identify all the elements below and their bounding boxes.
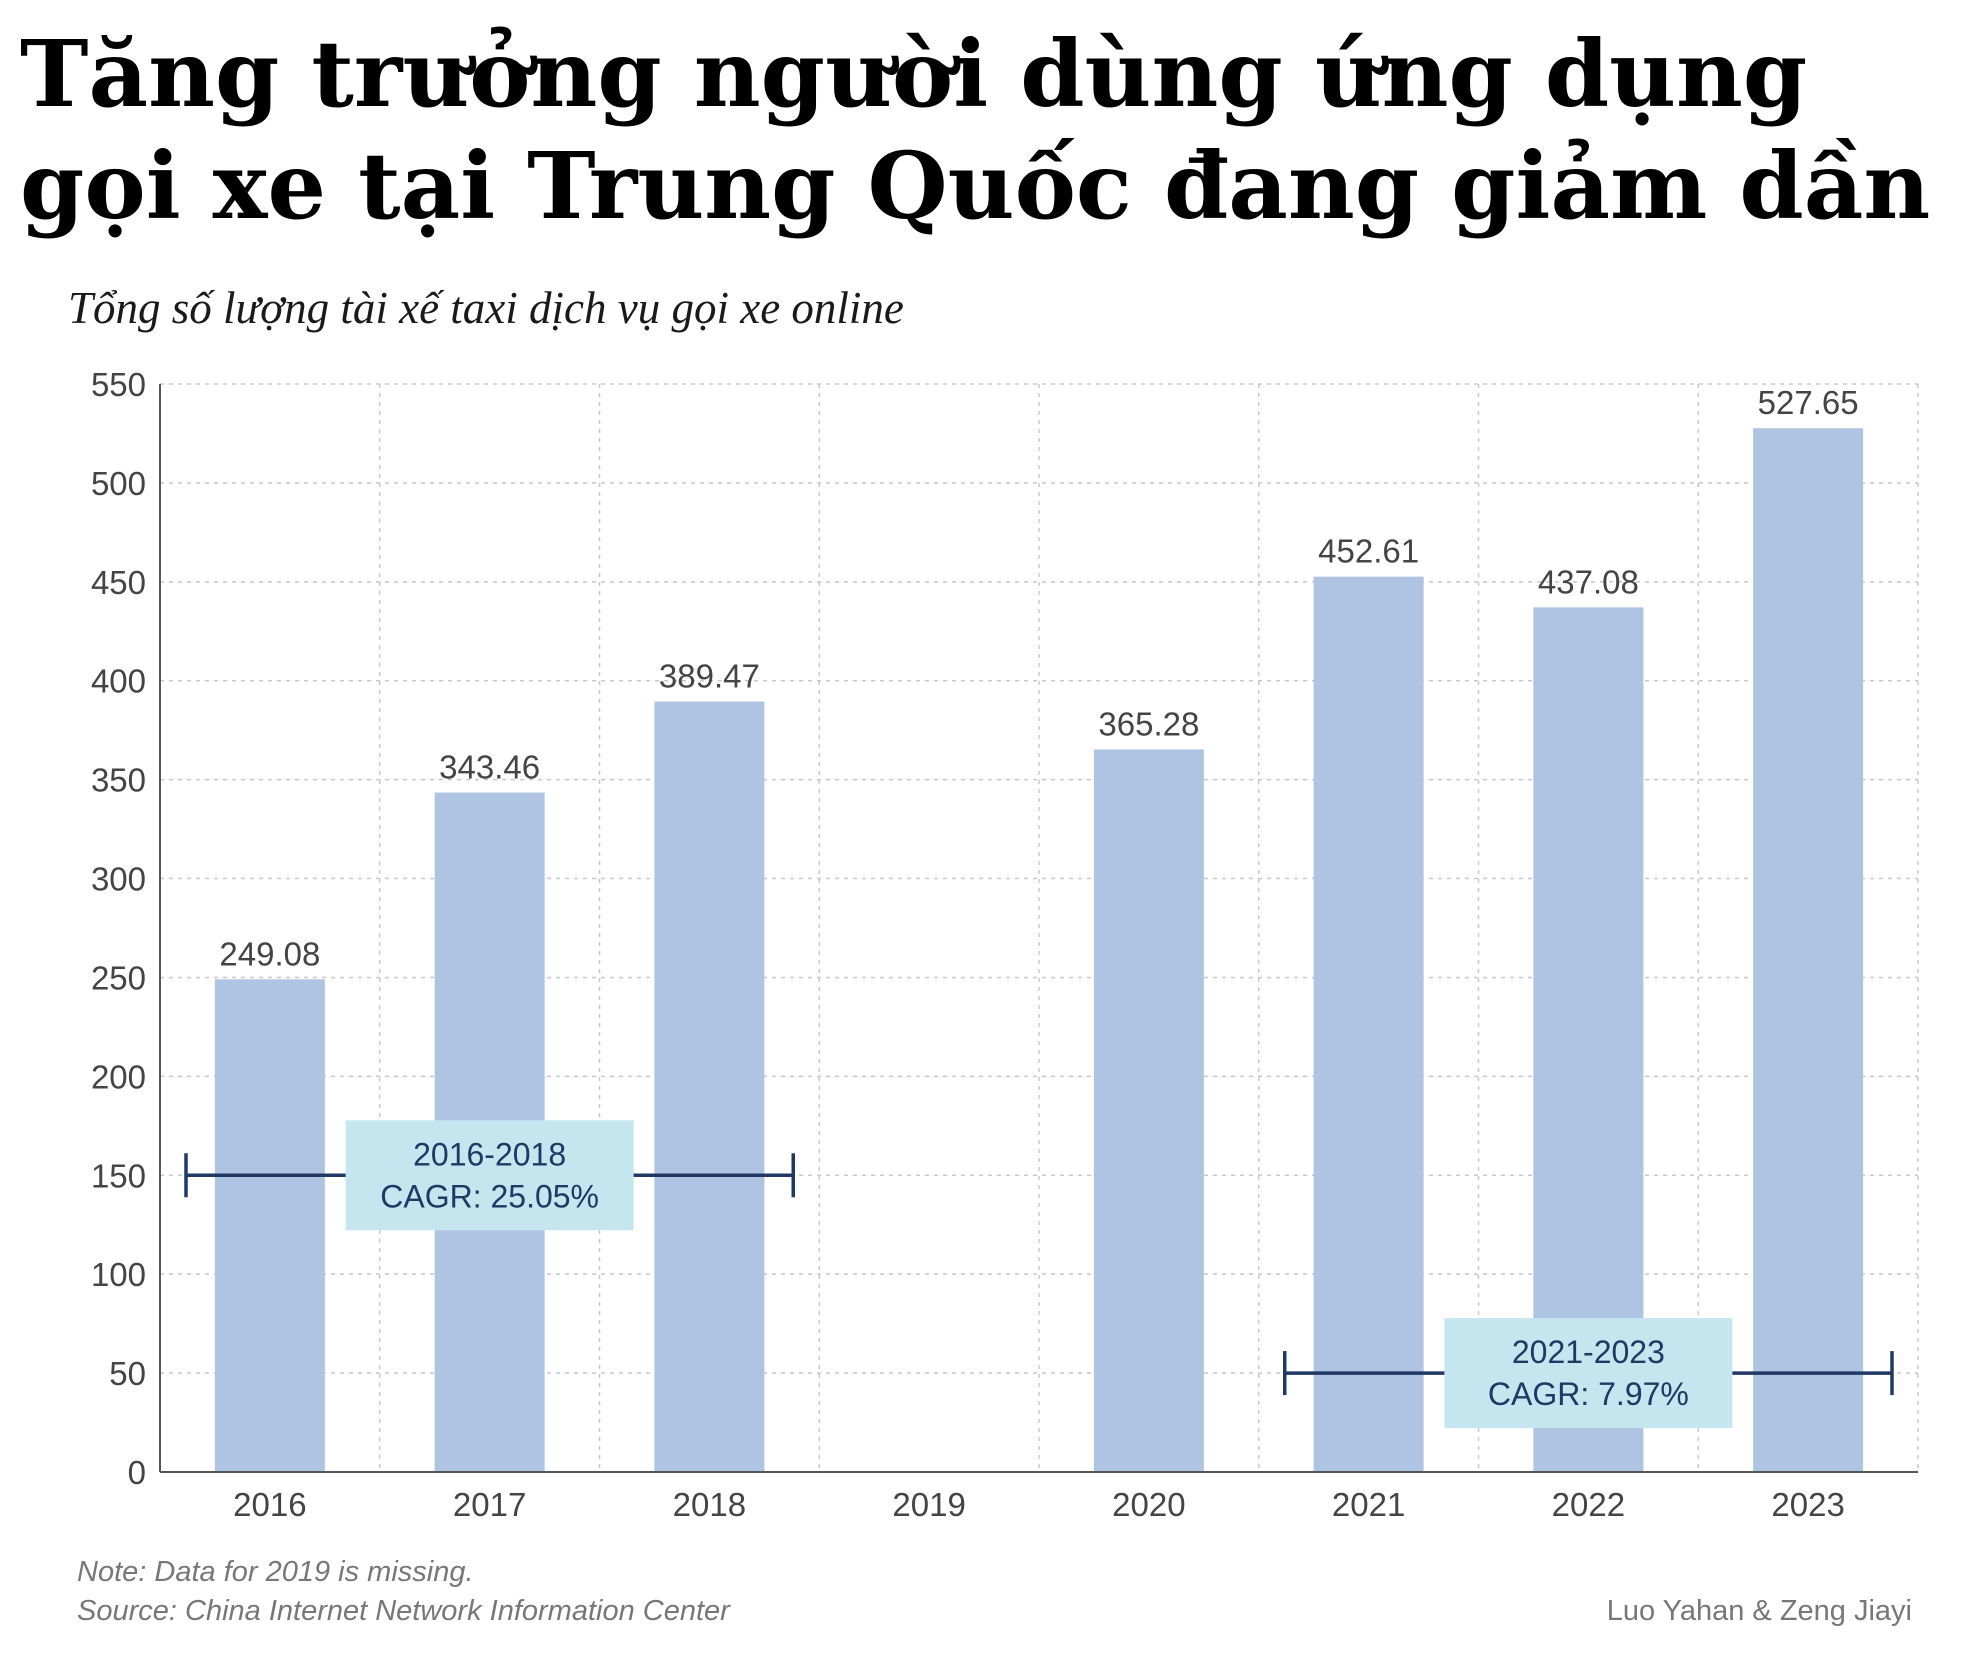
data-label-2021: 452.61 [1318,533,1419,570]
y-tick-label: 250 [91,959,146,996]
cagr-period-label: 2016-2018 [413,1136,566,1172]
bar-2018 [654,701,765,1472]
cagr-period-label: 2021-2023 [1512,1334,1665,1370]
chart-subtitle: Tổng số lượng tài xế taxi dịch vụ gọi xe… [68,283,904,333]
y-tick-label: 50 [109,1355,146,1392]
cagr-box [345,1120,634,1231]
data-label-2022: 437.08 [1538,563,1639,600]
y-tick-label: 500 [91,465,146,502]
x-tick-label-2017: 2017 [453,1486,526,1523]
data-label-2017: 343.46 [439,749,540,786]
bar-2023 [1753,428,1864,1472]
x-tick-label-2023: 2023 [1771,1486,1844,1523]
chart-credit: Luo Yahan & Zeng Jiayi [1606,1595,1912,1627]
y-tick-label: 0 [128,1454,146,1491]
x-tick-label-2021: 2021 [1332,1486,1405,1523]
cagr-annotation-2: 2021-2023 CAGR: 7.97% [1283,1318,1894,1429]
data-label-2020: 365.28 [1098,705,1199,742]
cagr-value-label: CAGR: 7.97% [1488,1376,1689,1412]
bar-chart: 249.08 343.46 389.47 365.28 452.61 437.08 527.… [91,366,1919,1523]
y-tick-label: 400 [91,663,146,700]
chart-source: Source: China Internet Network Informati… [77,1595,730,1627]
cagr-value-label: CAGR: 25.05% [380,1178,599,1214]
bar-2021 [1313,576,1424,1472]
bar-2020 [1093,749,1204,1472]
x-tick-label-2019: 2019 [892,1486,965,1523]
cagr-annotation-1: 2016-2018 CAGR: 25.05% [184,1120,795,1231]
chart-title: Tăng trưởng người dùng ứng dụng gọi xe t… [20,20,1931,240]
x-tick-label-2022: 2022 [1552,1486,1625,1523]
x-tick-label-2018: 2018 [673,1486,746,1523]
chart-note: Note: Data for 2019 is missing. [77,1556,474,1588]
x-tick-label-2016: 2016 [233,1486,306,1523]
bar-2016 [214,979,325,1472]
y-tick-label: 550 [91,366,146,403]
y-tick-label: 450 [91,564,146,601]
y-tick-label: 350 [91,762,146,799]
y-tick-label: 300 [91,861,146,898]
x-tick-label-2020: 2020 [1112,1486,1185,1523]
y-tick-label: 200 [91,1058,146,1095]
y-tick-label: 150 [91,1157,146,1194]
cagr-box [1444,1318,1733,1429]
data-label-2018: 389.47 [659,658,760,695]
y-tick-label: 100 [91,1256,146,1293]
data-label-2023: 527.65 [1758,384,1859,421]
data-label-2016: 249.08 [219,935,320,972]
